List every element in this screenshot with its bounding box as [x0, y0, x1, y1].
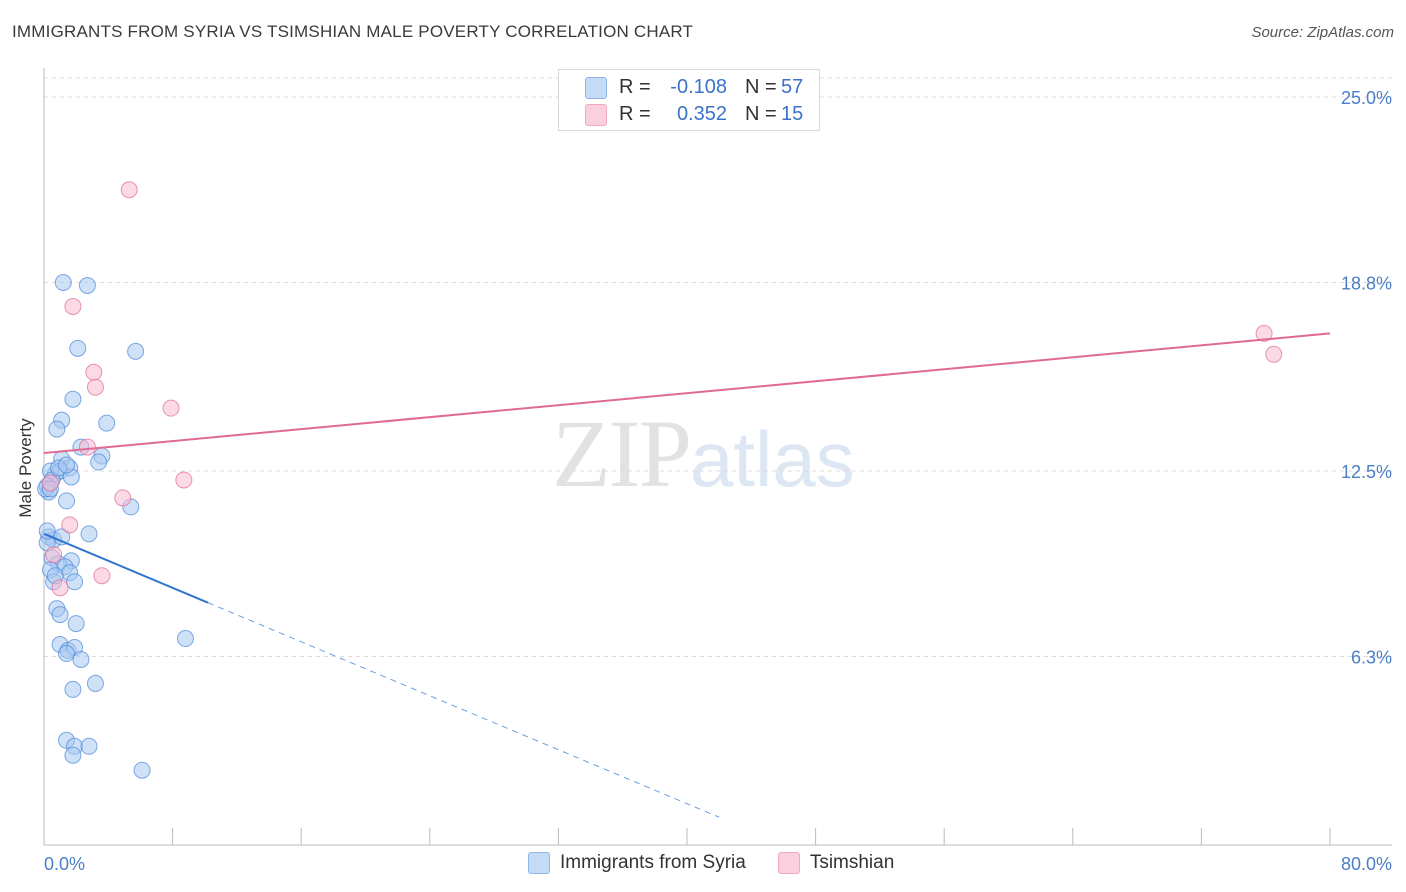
syria-point — [48, 420, 66, 438]
legend-swatch-tsimshian — [585, 103, 607, 126]
syria-point — [78, 276, 96, 294]
legend-r-value: 0.352 — [676, 103, 727, 125]
syria-point — [64, 390, 82, 408]
legend-r-value: -0.108 — [670, 76, 727, 98]
syria-point — [127, 342, 145, 360]
y-tick-label: 6.3% — [1351, 648, 1392, 668]
syria-point — [58, 456, 76, 474]
tsimshian-point — [78, 438, 96, 456]
watermark-zip: ZIP — [552, 400, 692, 507]
series-legend-label: Tsimshian — [809, 852, 895, 873]
syria-point — [66, 573, 84, 591]
syria-point — [64, 680, 82, 698]
syria-point — [86, 674, 104, 692]
tsimshian-point — [175, 471, 193, 489]
syria-point — [90, 453, 108, 471]
tsimshian-point — [41, 474, 59, 492]
syria-point — [67, 615, 85, 633]
tsimshian-point — [45, 546, 63, 564]
syria-point — [69, 339, 87, 357]
syria-point — [176, 630, 194, 648]
tsimshian-point — [162, 399, 180, 417]
series-legend-syria[interactable]: Immigrants from Syria — [528, 852, 746, 874]
tsimshian-trendline — [43, 332, 1331, 455]
tsimshian-point — [85, 363, 103, 381]
watermark: ZIPatlas — [552, 398, 855, 509]
syria-point — [38, 522, 56, 540]
tsimshian-point — [1265, 345, 1283, 363]
syria-trendline — [43, 532, 209, 604]
y-tick-label: 18.8% — [1341, 274, 1392, 294]
syria-point — [98, 414, 116, 432]
y-tick-label: 12.5% — [1341, 462, 1392, 482]
tsimshian-point — [93, 567, 111, 585]
series-legend-label: Immigrants from Syria — [560, 852, 746, 873]
syria-point — [58, 645, 76, 663]
legend-r-label: R = — [619, 76, 651, 98]
tsimshian-point — [51, 579, 69, 597]
syria-point — [54, 274, 72, 292]
syria-trendline-extension — [207, 602, 720, 818]
legend-n-value: 15 — [781, 103, 804, 125]
source-credit: Source: ZipAtlas.com — [1251, 24, 1394, 41]
tsimshian-point — [61, 516, 79, 534]
legend-swatch-syria — [585, 76, 607, 99]
x-tick-label: 80.0% — [1341, 854, 1392, 874]
series-legend: Immigrants from Syria Tsimshian — [528, 852, 926, 874]
tsimshian-point — [114, 489, 132, 507]
series-swatch-tsimshian — [777, 852, 800, 874]
tsimshian-point — [86, 378, 104, 396]
stats-legend: R = -0.108 N = 57 R = 0.352 N = 15 — [558, 69, 820, 131]
legend-n-value: 57 — [781, 76, 804, 98]
legend-row-syria: R = -0.108 N = 57 — [585, 76, 803, 99]
syria-point — [58, 492, 76, 510]
syria-point — [80, 525, 98, 543]
syria-point — [133, 761, 151, 779]
legend-n-label: N = — [745, 103, 777, 125]
tsimshian-point — [120, 181, 138, 199]
watermark-atlas: atlas — [690, 415, 855, 503]
y-tick-label: 25.0% — [1341, 88, 1392, 108]
tsimshian-point — [1255, 324, 1273, 342]
series-swatch-syria — [528, 852, 550, 874]
legend-r-label: R = — [619, 103, 651, 125]
syria-point — [72, 650, 90, 668]
tsimshian-point — [64, 297, 82, 315]
series-legend-tsimshian[interactable]: Tsimshian — [777, 852, 895, 874]
legend-row-tsimshian: R = 0.352 N = 15 — [585, 103, 803, 126]
syria-point — [51, 606, 69, 624]
x-tick-label: 0.0% — [44, 854, 85, 874]
syria-point — [80, 737, 98, 755]
syria-point — [64, 746, 82, 764]
legend-n-label: N = — [745, 76, 777, 98]
chart-title: IMMIGRANTS FROM SYRIA VS TSIMSHIAN MALE … — [12, 22, 694, 41]
